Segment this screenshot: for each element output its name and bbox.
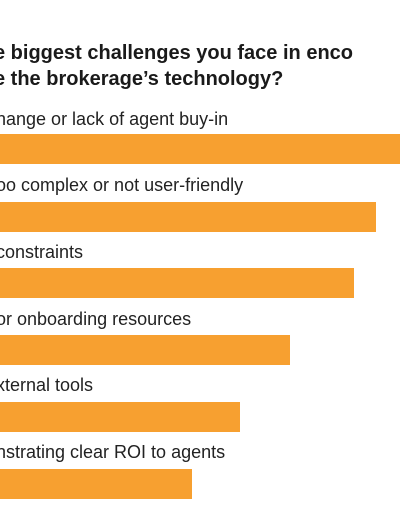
bar-label-clear-roi: nstrating clear ROI to agents [0, 442, 226, 462]
chart-title: e biggest challenges you face in enco e … [0, 40, 400, 92]
bar-agent-buy-in [0, 134, 400, 164]
bar-label-agent-buy-in: hange or lack of agent buy-in [0, 109, 229, 129]
chart-title-line-1: e biggest challenges you face in enco [0, 42, 353, 64]
bar-external-tools [0, 402, 240, 432]
bar-clear-roi [0, 469, 192, 499]
bar-label-too-complex: oo complex or not user-friendly [0, 175, 244, 195]
bar-label-onboarding-resources: or onboarding resources [0, 309, 192, 329]
chart-title-line-2: e the brokerage’s technology? [0, 68, 284, 90]
bar-onboarding-resources [0, 335, 290, 365]
bar-label-external-tools: xternal tools [0, 375, 94, 395]
bar-label-constraints: constraints [0, 242, 84, 262]
bar-too-complex [0, 202, 376, 232]
bar-constraints [0, 268, 354, 298]
